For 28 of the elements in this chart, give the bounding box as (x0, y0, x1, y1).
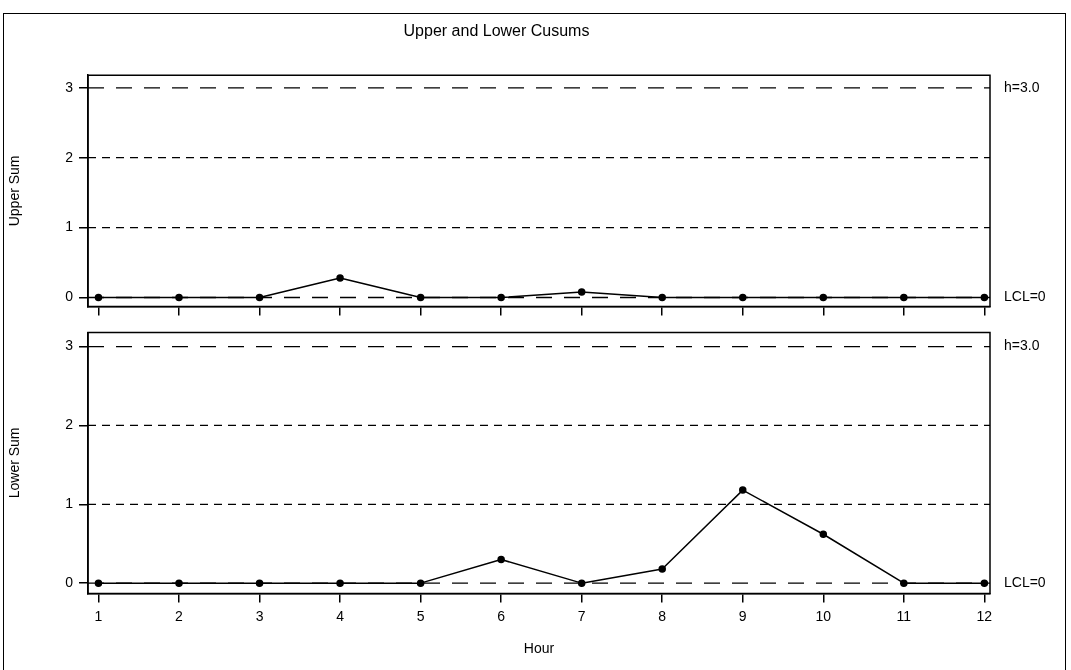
y-tick-label: 1 (65, 218, 74, 235)
y-tick-label: 0 (65, 574, 74, 591)
y-tick-label: 3 (65, 78, 74, 95)
y-tick-label: 3 (65, 337, 74, 354)
y-axis-title: Upper Sum (6, 155, 23, 227)
x-tick-label: 8 (658, 607, 667, 624)
ref-line-label: h=3.0 (1004, 337, 1040, 354)
ref-line-label: LCL=0 (1004, 574, 1046, 591)
x-tick-label: 11 (896, 607, 912, 624)
x-tick-label: 4 (336, 607, 345, 624)
y-tick-label: 0 (65, 288, 74, 305)
chart-title: Upper and Lower Cusums (403, 22, 590, 40)
x-tick-label: 3 (255, 607, 264, 624)
ref-line-label: LCL=0 (1004, 288, 1046, 305)
y-tick-label: 1 (65, 495, 74, 512)
x-tick-label: 7 (577, 607, 586, 624)
x-tick-label: 9 (738, 607, 747, 624)
y-axis-title: Lower Sum (6, 427, 23, 499)
x-tick-label: 12 (976, 607, 993, 624)
x-tick-label: 10 (815, 607, 832, 624)
x-tick-label: 1 (94, 607, 103, 624)
x-axis-title: Hour (523, 640, 555, 657)
y-tick-label: 2 (65, 148, 74, 165)
ref-line-label: h=3.0 (1004, 78, 1040, 95)
x-tick-label: 6 (497, 607, 506, 624)
x-tick-label: 2 (175, 607, 184, 624)
x-tick-label: 5 (416, 607, 425, 624)
y-tick-label: 2 (65, 416, 74, 433)
